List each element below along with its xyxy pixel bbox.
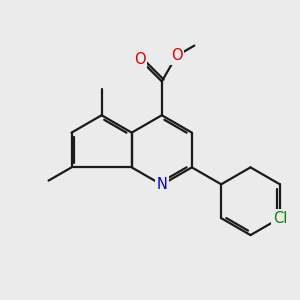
Text: O: O — [134, 52, 146, 67]
Text: Cl: Cl — [273, 211, 287, 226]
Text: N: N — [156, 177, 167, 192]
Text: O: O — [171, 48, 182, 63]
